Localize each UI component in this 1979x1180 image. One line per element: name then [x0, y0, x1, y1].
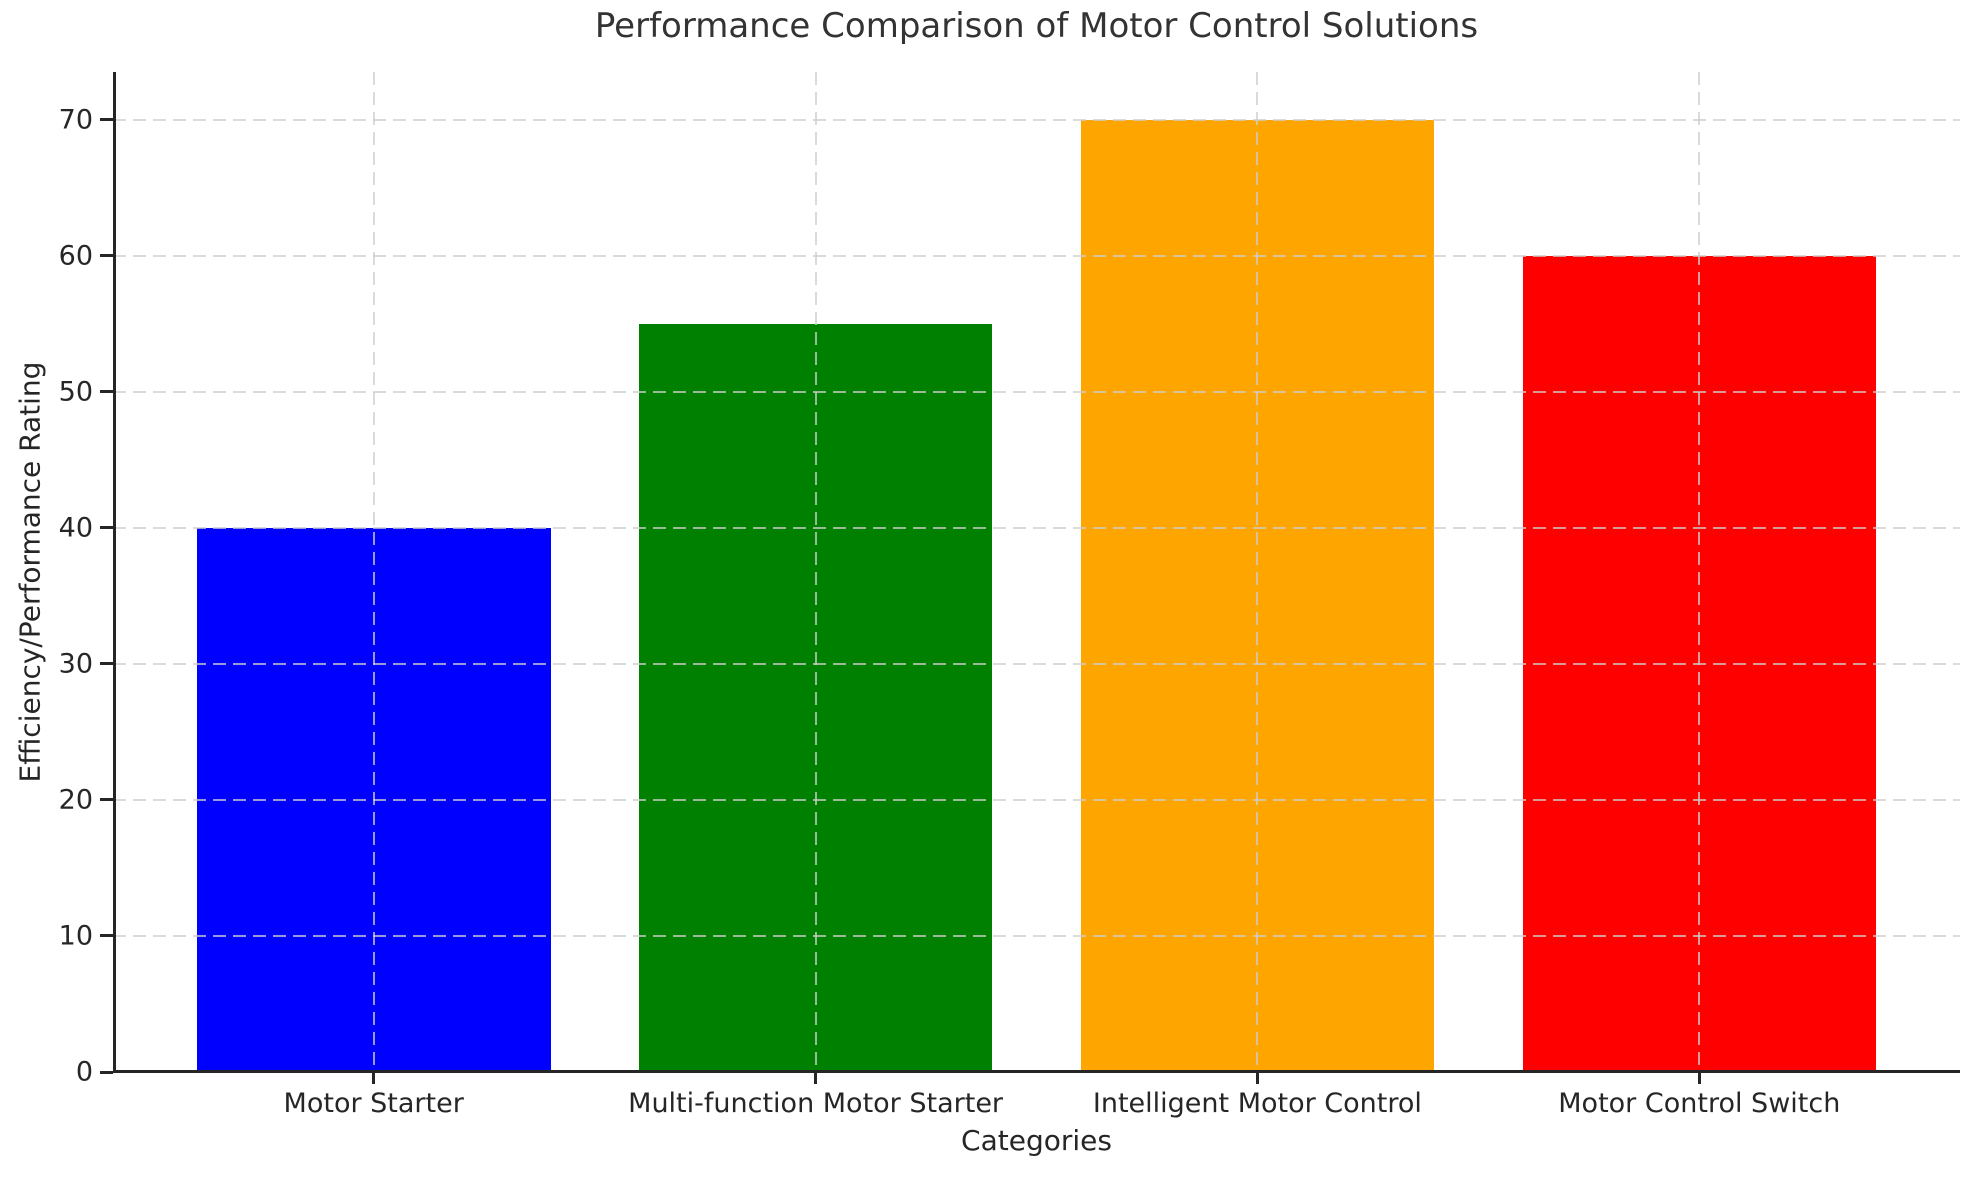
y-tick-label-0: 0	[75, 1056, 93, 1088]
x-tick-mark-2	[1255, 1072, 1259, 1084]
y-tick-mark-20	[100, 798, 113, 802]
v-gridline-0	[372, 72, 375, 1072]
y-tick-label-30: 30	[58, 648, 93, 680]
y-tick-mark-0	[100, 1070, 113, 1074]
h-gridline-50	[113, 390, 1960, 393]
y-axis-label: Efficiency/Performance Rating	[13, 361, 47, 783]
x-tick-mark-0	[372, 1072, 376, 1084]
y-tick-mark-40	[100, 526, 113, 530]
x-tick-label-2: Intelligent Motor Control	[1092, 1088, 1422, 1119]
y-tick-mark-30	[100, 662, 113, 666]
x-tick-label-1: Multi-function Motor Starter	[628, 1088, 1004, 1119]
v-gridline-3	[1698, 72, 1701, 1072]
v-gridline-2	[1256, 72, 1259, 1072]
h-gridline-40	[113, 526, 1960, 529]
y-tick-mark-60	[100, 254, 113, 258]
y-tick-label-50: 50	[58, 376, 93, 408]
x-tick-mark-1	[814, 1072, 818, 1084]
y-axis-spine	[113, 72, 116, 1072]
x-tick-label-3: Motor Control Switch	[1558, 1088, 1841, 1119]
x-tick-label-0: Motor Starter	[283, 1088, 464, 1119]
chart-title: Performance Comparison of Motor Control …	[594, 6, 1479, 46]
y-tick-mark-10	[100, 934, 113, 938]
plot-area	[113, 72, 1960, 1073]
v-gridline-1	[814, 72, 817, 1072]
h-gridline-10	[113, 934, 1960, 937]
y-tick-label-10: 10	[58, 920, 93, 952]
h-gridline-70	[113, 118, 1960, 121]
y-tick-label-40: 40	[58, 512, 93, 544]
y-tick-mark-70	[100, 118, 113, 122]
x-axis-spine	[113, 1070, 1960, 1073]
y-tick-label-20: 20	[58, 784, 93, 816]
h-gridline-20	[113, 798, 1960, 801]
y-tick-mark-50	[100, 390, 113, 394]
y-tick-label-60: 60	[58, 240, 93, 272]
h-gridline-60	[113, 254, 1960, 257]
x-axis-label: Categories	[961, 1124, 1112, 1157]
y-tick-label-70: 70	[58, 104, 93, 136]
h-gridline-30	[113, 662, 1960, 665]
x-tick-mark-3	[1697, 1072, 1701, 1084]
